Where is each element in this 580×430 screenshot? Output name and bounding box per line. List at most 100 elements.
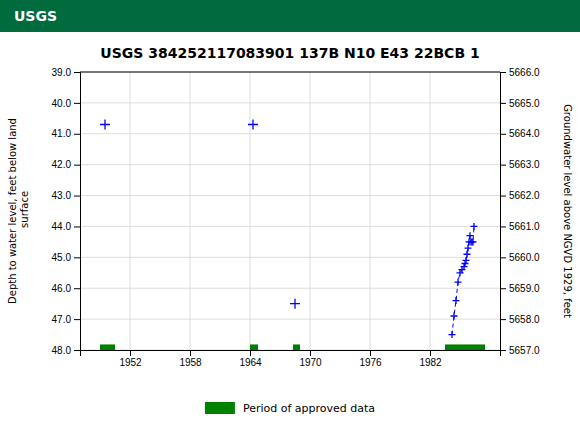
- grid-line: [80, 319, 500, 320]
- tick-mark: [500, 196, 506, 197]
- tick-mark: [250, 350, 251, 356]
- tick: 5664.0: [500, 128, 540, 139]
- approved-period: [293, 344, 300, 350]
- legend-label: Period of approved data: [243, 402, 375, 415]
- grid-line: [310, 72, 311, 350]
- tick-mark: [500, 350, 506, 351]
- tick-label: 5658.0: [509, 314, 540, 325]
- tick: 48.0: [52, 345, 80, 356]
- line: [452, 226, 474, 334]
- tick: 40.0: [52, 98, 80, 109]
- point: [471, 223, 478, 230]
- tick-label: 41.0: [52, 128, 72, 139]
- tick-mark: [500, 103, 506, 104]
- approved-period: [250, 344, 258, 350]
- header-bar: [0, 0, 580, 32]
- point: [453, 297, 460, 304]
- grid-line: [80, 257, 500, 258]
- tick-mark: [74, 103, 80, 104]
- point: [455, 279, 462, 286]
- tick: 46.0: [52, 283, 80, 294]
- y-axis-title: Depth to water level, feet below land su…: [7, 118, 30, 304]
- tick-mark: [190, 350, 191, 356]
- tick: 5660.0: [500, 252, 540, 263]
- grid-line: [80, 102, 500, 103]
- grid-line: [80, 226, 500, 227]
- tick-mark: [500, 288, 506, 289]
- tick-mark: [500, 226, 506, 227]
- tick-label: 47.0: [52, 314, 72, 325]
- grid-line: [80, 164, 500, 165]
- tick: 1958: [179, 350, 202, 368]
- legend-swatch: [205, 402, 235, 414]
- tick-label: 1970: [299, 357, 322, 368]
- tick-label: 42.0: [52, 159, 72, 170]
- tick-label: 1976: [359, 357, 382, 368]
- grid-line: [250, 72, 251, 350]
- tick-label: 46.0: [52, 283, 72, 294]
- tick: 5663.0: [500, 159, 540, 170]
- tick-mark: [310, 350, 311, 356]
- grid-line: [80, 133, 500, 134]
- tick: 5666.0: [500, 67, 540, 78]
- point: [463, 257, 470, 264]
- tick: 1964: [239, 350, 262, 368]
- tick-label: 39.0: [52, 67, 72, 78]
- tick-mark: [74, 134, 80, 135]
- tick-label: 5663.0: [509, 159, 540, 170]
- tick-mark: [500, 72, 506, 73]
- grid-line: [430, 72, 431, 350]
- tick-mark: [74, 196, 80, 197]
- tick-label: 1958: [179, 357, 202, 368]
- tick-label: 44.0: [52, 221, 72, 232]
- tick-mark: [74, 319, 80, 320]
- point: [464, 251, 471, 258]
- tick-label: 5666.0: [509, 67, 540, 78]
- approved-period: [100, 344, 115, 350]
- point: [100, 120, 110, 130]
- point: [248, 120, 258, 130]
- point: [465, 245, 472, 252]
- grid-line: [80, 72, 500, 73]
- tick: 1952: [119, 350, 142, 368]
- chart: USGS USGS 384252117083901 137B N10 E43 22…: [0, 0, 580, 430]
- tick: 39.0: [52, 67, 80, 78]
- tick-mark: [74, 226, 80, 227]
- tick: 5658.0: [500, 314, 540, 325]
- tick-mark: [74, 350, 80, 351]
- tick-label: 1952: [119, 357, 142, 368]
- tick-label: 5661.0: [509, 221, 540, 232]
- frame: [80, 72, 500, 73]
- grid-line: [370, 72, 371, 350]
- tick-label: 40.0: [52, 98, 72, 109]
- tick: 43.0: [52, 190, 80, 201]
- tick-label: 1964: [239, 357, 262, 368]
- tick-mark: [430, 350, 431, 356]
- point: [470, 238, 477, 245]
- tick-mark: [130, 350, 131, 356]
- y-axis: 39.0 40.0 41.0 42.0 43.0 44.0 45.0 46.0 47.0 48.0: [52, 67, 81, 356]
- marks: [100, 120, 485, 350]
- x-axis: 195219581964197019761982: [81, 350, 501, 368]
- title: USGS 384252117083901 137B N10 E43 22BCB …: [100, 45, 479, 61]
- grid-line: [80, 288, 500, 289]
- header-text: USGS: [14, 8, 57, 24]
- tick: 1976: [359, 350, 382, 368]
- tick-mark: [74, 257, 80, 258]
- grid: [80, 72, 500, 350]
- tick-mark: [500, 257, 506, 258]
- tick: 5661.0: [500, 221, 540, 232]
- point: [290, 299, 300, 309]
- tick-mark: [500, 319, 506, 320]
- tick-label: 5664.0: [509, 128, 540, 139]
- legend-item: Period of approved data: [205, 402, 375, 415]
- plot: 19521958196419701976198239.040.041.042.0…: [52, 67, 540, 368]
- point: [451, 313, 458, 320]
- tick-mark: [500, 165, 506, 166]
- tick: 5657.0: [500, 345, 540, 356]
- tick-label: 5659.0: [509, 283, 540, 294]
- axis-line: [501, 73, 507, 351]
- y2-axis-title: Groundwater level above NGVD 1929, feet: [562, 104, 573, 318]
- grid-line: [80, 195, 500, 196]
- tick: 45.0: [52, 252, 80, 263]
